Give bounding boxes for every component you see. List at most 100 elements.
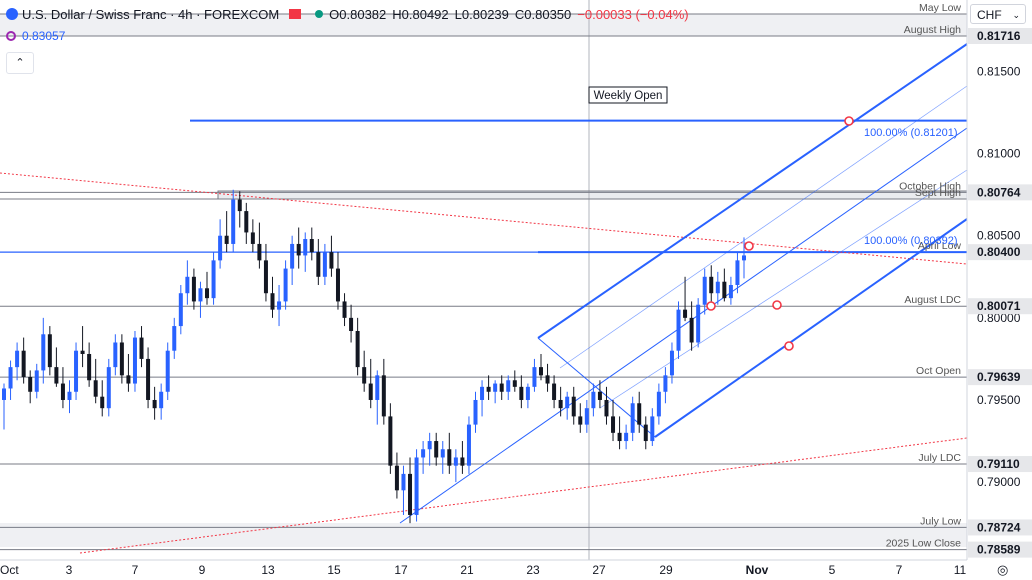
candle: [250, 219, 255, 253]
ascending-trendline: [79, 437, 968, 554]
ohlc-high: H0.80492: [392, 6, 449, 22]
weekly-open-box: [588, 86, 668, 104]
price-level-text: 0.81716: [977, 29, 1021, 43]
price-level-text: 0.79639: [977, 370, 1021, 384]
weekly-open-text: Weekly Open: [594, 90, 663, 102]
pivot-marker: [772, 300, 782, 310]
candle: [119, 334, 124, 384]
candle-body: [106, 367, 111, 409]
candle: [309, 227, 314, 261]
candle-body: [93, 380, 98, 397]
candle: [41, 317, 46, 384]
candle-body: [427, 441, 432, 450]
candle-body: [525, 386, 530, 400]
candle-body: [309, 239, 314, 253]
candle: [421, 441, 426, 474]
candle: [728, 276, 733, 305]
candle-body: [178, 293, 183, 327]
level-label: Oct Open: [916, 365, 961, 377]
median-line: [399, 127, 968, 524]
candle-body: [165, 350, 170, 392]
candle-body: [532, 367, 537, 387]
candle-body: [611, 416, 616, 433]
candle: [434, 432, 439, 466]
candle: [617, 416, 622, 450]
time-tick: 9: [199, 563, 206, 577]
pivot-marker: [744, 241, 754, 251]
level-label: July Low: [920, 515, 961, 527]
candle: [224, 211, 229, 253]
candle-body: [80, 350, 85, 354]
candle-body: [349, 317, 354, 331]
candle: [270, 276, 275, 318]
candle: [146, 347, 151, 409]
fib-upper-label: 100.00% (0.81201): [864, 127, 958, 139]
price-tick: 0.80000: [977, 311, 1021, 325]
candle: [388, 403, 393, 474]
price-tick: 0.81000: [977, 147, 1021, 161]
candle-body: [277, 301, 282, 310]
price-tick: 0.79000: [977, 475, 1021, 489]
price-level-badge: [968, 298, 1032, 315]
candle: [663, 367, 668, 404]
candle: [335, 252, 340, 310]
candle: [185, 260, 190, 305]
candle-body: [722, 281, 727, 299]
candle-body: [152, 399, 157, 409]
candle-body: [637, 403, 642, 425]
time-tick: 23: [526, 563, 540, 577]
candle-body: [335, 268, 340, 302]
candle: [375, 370, 380, 425]
candle-body: [466, 424, 471, 466]
price-level-text: 0.79110: [977, 457, 1020, 471]
price-level-text: 0.80400: [977, 245, 1021, 259]
candle: [453, 449, 458, 483]
price-level-text: 0.78589: [977, 543, 1021, 557]
candle-body: [676, 309, 681, 351]
candle: [257, 222, 262, 269]
price-level-text: 0.78724: [977, 520, 1021, 534]
candle: [466, 416, 471, 474]
candle: [329, 235, 334, 277]
price-level-badge: [968, 519, 1032, 536]
candle: [473, 391, 478, 433]
candle: [165, 342, 170, 400]
candle-body: [591, 391, 596, 409]
time-tick: 17: [394, 563, 408, 577]
candle-body: [34, 370, 39, 392]
pivot-marker: [706, 301, 716, 311]
candle-body: [270, 293, 275, 310]
indicator-legend[interactable]: 0.83057: [6, 29, 65, 43]
candle-body: [263, 260, 268, 294]
candle-body: [257, 243, 262, 261]
settings-icon[interactable]: ◎: [997, 562, 1009, 577]
candle-body: [480, 386, 485, 400]
symbol-title[interactable]: U.S. Dollar / Swiss Franc · 4h · FOREXCO…: [22, 6, 280, 22]
candle-body: [100, 396, 105, 409]
collapse-legend-button[interactable]: ⌃: [6, 52, 34, 74]
candle-body: [342, 301, 347, 318]
currency-label: CHF: [977, 8, 1002, 22]
candle-body: [493, 383, 498, 392]
flag-icon[interactable]: [289, 9, 302, 19]
price-level-badge: [968, 541, 1032, 558]
time-tick: 27: [592, 563, 606, 577]
price-tick: 0.79500: [977, 393, 1021, 407]
ohlc-change: −0.00033 (−0.04%): [577, 6, 689, 22]
candle-body: [617, 432, 622, 442]
candle: [630, 396, 635, 442]
candle: [715, 271, 720, 305]
time-tick: 7: [132, 563, 139, 577]
candle-body: [506, 380, 511, 392]
chart-header: U.S. Dollar / Swiss Franc · 4h · FOREXCO…: [0, 0, 965, 28]
candle: [74, 342, 79, 400]
ohlc-low: L0.80239: [454, 6, 509, 22]
candle: [198, 281, 203, 318]
candle: [565, 391, 570, 420]
candle: [205, 271, 210, 305]
candle-body: [656, 391, 661, 417]
candle-body: [715, 281, 720, 294]
candle-body: [191, 276, 196, 302]
currency-selector[interactable]: CHF ⌄: [970, 4, 1026, 24]
